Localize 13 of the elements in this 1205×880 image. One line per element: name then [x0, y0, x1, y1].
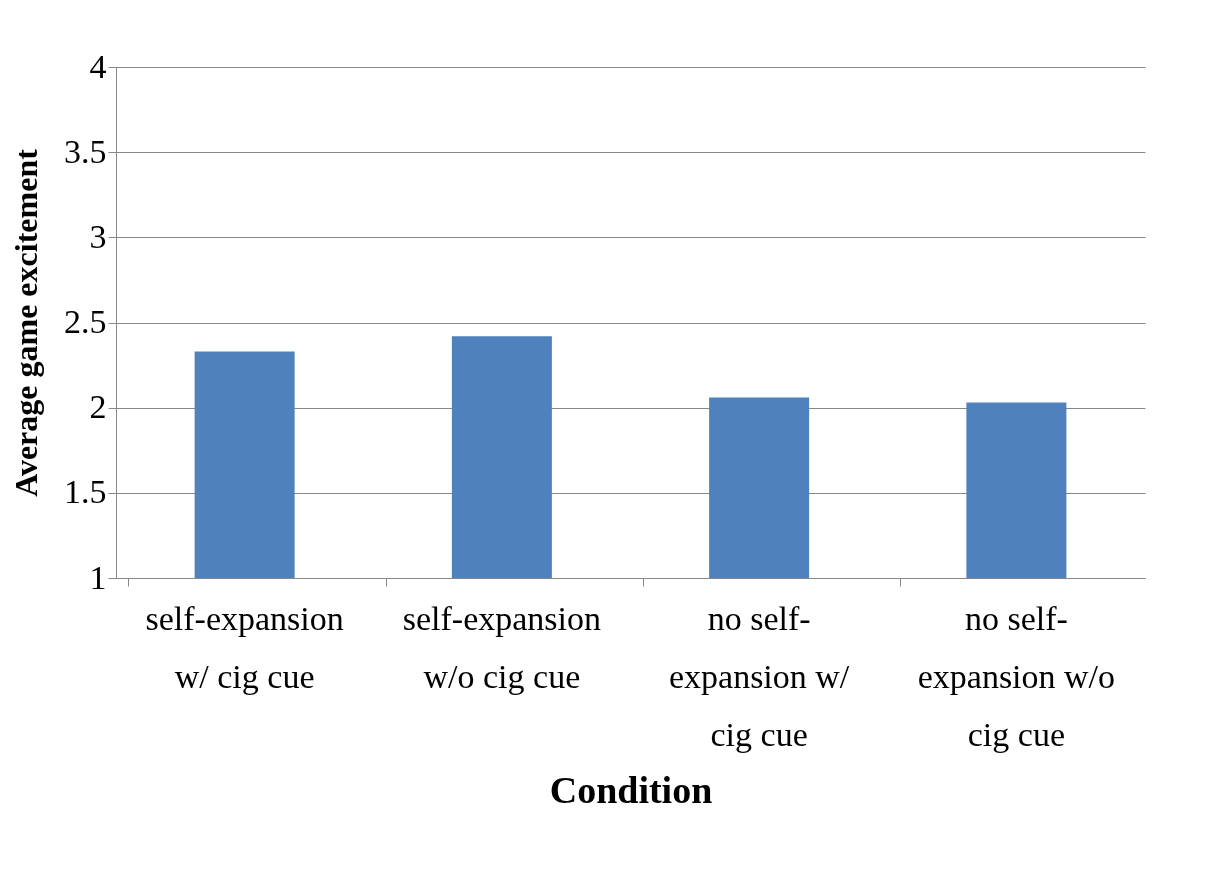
y-tick-label: 2.5	[64, 303, 107, 340]
y-tick-label: 1	[89, 558, 107, 596]
x-tick-label: self-expansion w/o cig cue	[402, 599, 602, 695]
y-tick-label: 3	[89, 217, 107, 255]
y-tick-label: 3.5	[64, 132, 107, 170]
y-axis-title: Average game excitement	[8, 148, 44, 497]
y-tick-label: 1.5	[64, 473, 107, 511]
y-tick-label: 2	[89, 388, 107, 426]
y-tick-label: 4	[89, 47, 107, 85]
x-axis-title: Condition	[549, 768, 713, 811]
x-tick-label: no self-expansion w/ cig cue	[668, 599, 850, 753]
x-tick-label: self-expansion w/ cig cue	[145, 599, 344, 695]
x-tick-label: no self-expansion w/o cig cue	[917, 599, 1116, 753]
